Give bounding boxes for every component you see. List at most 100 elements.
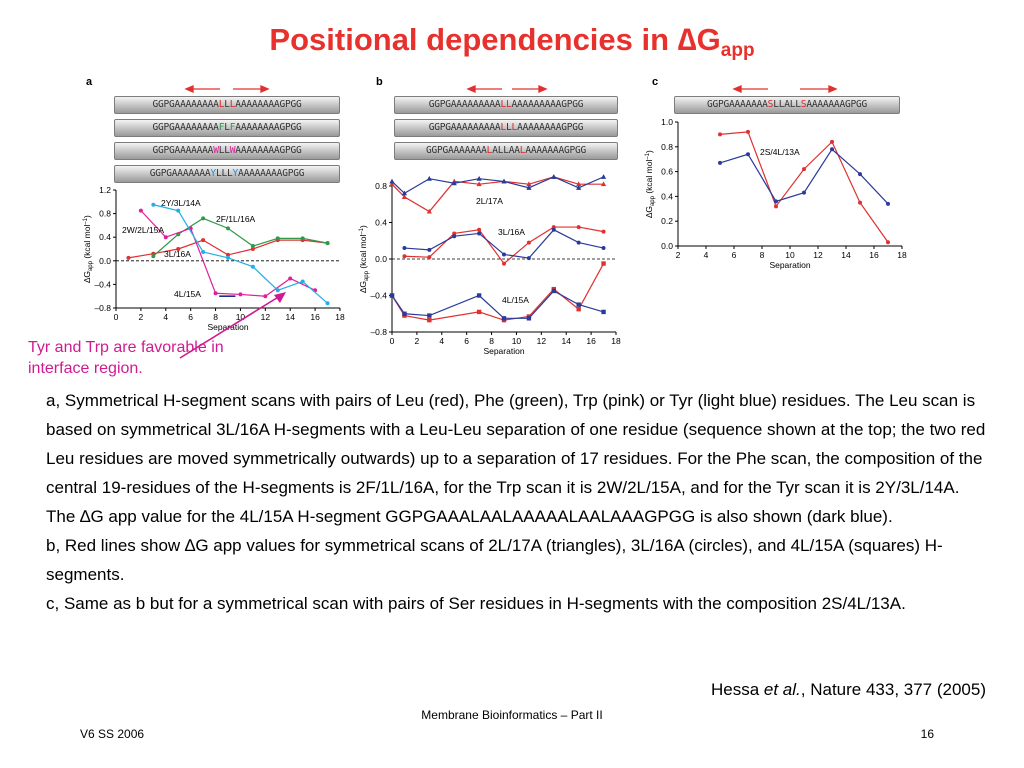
data-point xyxy=(576,225,581,230)
sequence-bar: GGPGAAAAAAASLLALLSAAAAAAAGPGG xyxy=(674,96,900,114)
y-axis-label-sub: app xyxy=(88,260,94,271)
y-tick-label: 0.8 xyxy=(661,142,673,152)
x-tick-label: 6 xyxy=(464,336,469,346)
series-label: 4L/15A xyxy=(502,295,529,305)
data-point xyxy=(526,256,531,261)
x-tick-label: 12 xyxy=(813,250,823,260)
y-axis-label: ∆Gapp (kcal mol–1) xyxy=(358,225,370,293)
x-axis-label: Separation xyxy=(769,260,810,270)
x-tick-label: 16 xyxy=(586,336,596,346)
x-tick-label: 10 xyxy=(512,336,522,346)
sequence-segment: S xyxy=(800,99,807,110)
data-point xyxy=(427,255,432,260)
data-point xyxy=(201,238,206,243)
data-point xyxy=(476,309,482,315)
data-point xyxy=(389,181,395,187)
data-point xyxy=(250,244,255,249)
data-point xyxy=(477,227,482,232)
direction-arrows xyxy=(184,85,838,93)
x-tick-label: 18 xyxy=(335,312,345,322)
caption-b: b, Red lines show ∆G app values for symm… xyxy=(46,536,943,584)
data-point xyxy=(325,241,330,246)
sequence-segment: L xyxy=(224,99,230,110)
data-point xyxy=(501,316,507,321)
panel-c-chart: 0.0 0.2 0.4 0.6 0.8 1.0 2 4 6 8 10 12 14 16 18 Separati… xyxy=(644,118,907,270)
x-tick-label: 4 xyxy=(439,336,444,346)
data-point xyxy=(163,235,168,240)
sequence-segment: AAAAAAAAGPGG xyxy=(235,145,302,156)
data-point xyxy=(576,240,581,245)
sequence-segment: LL xyxy=(218,145,230,156)
data-point xyxy=(576,185,582,190)
sequence-segment: GGPGAAAAAAA xyxy=(425,145,487,156)
data-point xyxy=(300,279,305,284)
data-point xyxy=(746,152,750,157)
series-line xyxy=(391,263,605,321)
data-point xyxy=(401,194,408,199)
sequence-segment: F xyxy=(218,122,225,133)
data-point xyxy=(526,316,532,321)
data-point xyxy=(300,236,305,241)
sequence-segment: AAAAAAAAAGPGG xyxy=(511,99,584,110)
data-point xyxy=(427,317,432,323)
sequence-segment: F xyxy=(229,122,236,133)
data-point xyxy=(774,204,778,209)
data-point xyxy=(325,301,330,306)
series-line xyxy=(391,290,604,319)
y-axis-label-sup: –1 xyxy=(359,227,365,234)
y-tick-label: 0.4 xyxy=(661,191,673,201)
figure-caption: a, Symmetrical H-segment scans with pair… xyxy=(46,386,986,618)
y-axis-label-end: ) xyxy=(644,150,654,153)
panel-c-letter: c xyxy=(652,76,659,88)
sequence-bar: GGPGAAAAAAAAFLFAAAAAAAAGPGG xyxy=(114,119,340,137)
data-point xyxy=(250,247,255,251)
sequence-segment: L xyxy=(224,122,230,133)
data-point xyxy=(402,246,407,251)
data-point xyxy=(551,225,556,230)
data-point xyxy=(452,231,457,236)
y-tick-label: 1.2 xyxy=(99,185,111,195)
data-point xyxy=(452,234,457,239)
data-point xyxy=(427,247,432,252)
x-tick-label: 18 xyxy=(611,336,621,346)
annotation-arrow xyxy=(179,292,286,359)
data-point xyxy=(226,255,230,260)
data-point xyxy=(201,249,206,254)
sequence-segment: LLL xyxy=(215,168,233,179)
data-point xyxy=(746,129,750,134)
data-point xyxy=(858,172,862,177)
data-point xyxy=(718,132,722,137)
data-point xyxy=(476,175,482,181)
x-tick-label: 12 xyxy=(261,312,271,322)
data-point xyxy=(151,202,156,207)
sequence-segment: L xyxy=(218,99,225,110)
data-point xyxy=(426,175,432,181)
data-point xyxy=(426,208,432,214)
data-point xyxy=(476,293,482,298)
data-point xyxy=(402,254,407,259)
sequence-segment: AAAAAAAGPGG xyxy=(525,145,587,156)
sequence-segment: GGPGAAAAAAAA xyxy=(152,99,219,110)
data-point xyxy=(213,291,218,296)
x-tick-label: 4 xyxy=(704,250,709,260)
data-point xyxy=(389,178,395,184)
sequence-bar: GGPGAAAAAAAYLLLYAAAAAAAAGPGG xyxy=(114,165,340,183)
series-label: 2L/17A xyxy=(476,196,503,206)
series-line xyxy=(719,148,889,205)
sequence-segment: W xyxy=(229,145,236,156)
data-point xyxy=(126,255,131,260)
data-point xyxy=(526,181,532,187)
x-tick-label: 10 xyxy=(236,312,246,322)
data-point xyxy=(526,240,531,245)
sequence-segment: AAAAAAAAGPGG xyxy=(235,99,302,110)
slide-title: Positional dependencies in ∆Gapp xyxy=(269,22,755,61)
y-tick-label: 0.2 xyxy=(661,216,673,226)
sequence-segment: AAAAAAAAGPGG xyxy=(238,168,305,179)
data-point xyxy=(275,288,280,293)
y-tick-label: 0.8 xyxy=(375,181,387,191)
data-point xyxy=(401,190,408,196)
y-tick-label: –0.8 xyxy=(94,303,111,313)
data-point xyxy=(477,231,482,236)
series-label: 2W/2L/15A xyxy=(122,225,164,235)
data-point xyxy=(526,185,532,190)
